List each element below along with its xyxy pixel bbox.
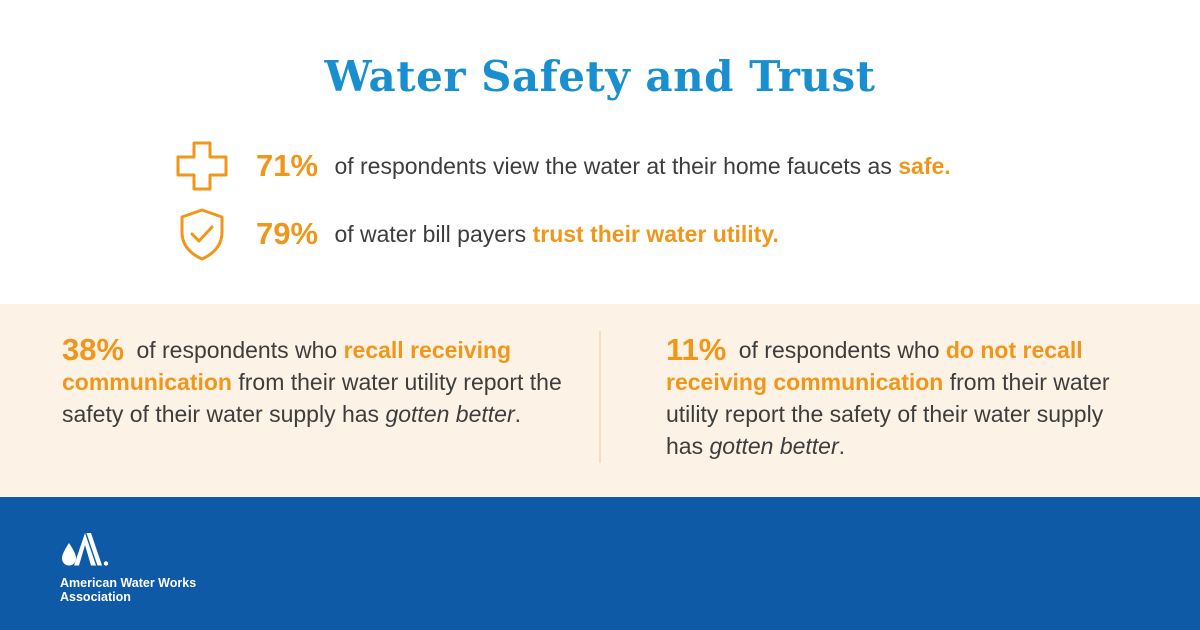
org-name: American Water Works Association <box>60 576 196 604</box>
finding-end: . <box>838 433 846 459</box>
finding-emphasis: gotten better <box>709 433 839 459</box>
stat-text: 71% of respondents view the water at the… <box>256 148 951 184</box>
stat-description: of water bill payers <box>334 221 527 247</box>
finding-no-recall: 11% of respondents who do not recall rec… <box>666 334 1146 462</box>
stat-percent: 79% <box>256 216 319 251</box>
finding-text-after: from their water utility report the safe… <box>666 369 1110 459</box>
finding-end: . <box>514 401 521 427</box>
finding-highlight: do not recall receiving communication <box>666 337 1083 395</box>
column-divider <box>599 331 601 463</box>
finding-highlight: recall receiving communication <box>62 337 512 395</box>
finding-text-after: from their water utility report the safe… <box>62 369 562 427</box>
awwa-logo: American Water Works Association <box>60 531 196 604</box>
footer: American Water Works Association <box>0 497 1200 630</box>
finding-text: of respondents who <box>136 337 338 363</box>
finding-recall: 38% of respondents who recall receiving … <box>62 334 562 430</box>
stat-highlight: safe. <box>898 153 951 179</box>
org-name-line2: Association <box>60 590 131 604</box>
finding-text: of respondents who <box>738 337 940 363</box>
findings-band: 38% of respondents who recall receiving … <box>0 304 1200 497</box>
medical-cross-icon <box>172 138 232 194</box>
stat-row-trust: 79% of water bill payers trust their wat… <box>172 206 779 262</box>
page-title: Water Safety and Trust <box>324 52 876 101</box>
stat-description: of respondents view the water at their h… <box>334 153 892 179</box>
shield-check-icon <box>172 206 232 262</box>
stat-highlight: trust their water utility. <box>532 221 779 247</box>
finding-percent: 38% <box>62 332 125 367</box>
finding-percent: 11% <box>666 332 727 367</box>
finding-emphasis: gotten better <box>385 401 515 427</box>
org-name-line1: American Water Works <box>60 576 197 590</box>
stat-percent: 71% <box>256 148 319 183</box>
stat-text: 79% of water bill payers trust their wat… <box>256 216 779 252</box>
awwa-logo-icon <box>62 533 109 566</box>
stat-row-safe: 71% of respondents view the water at the… <box>172 138 951 194</box>
